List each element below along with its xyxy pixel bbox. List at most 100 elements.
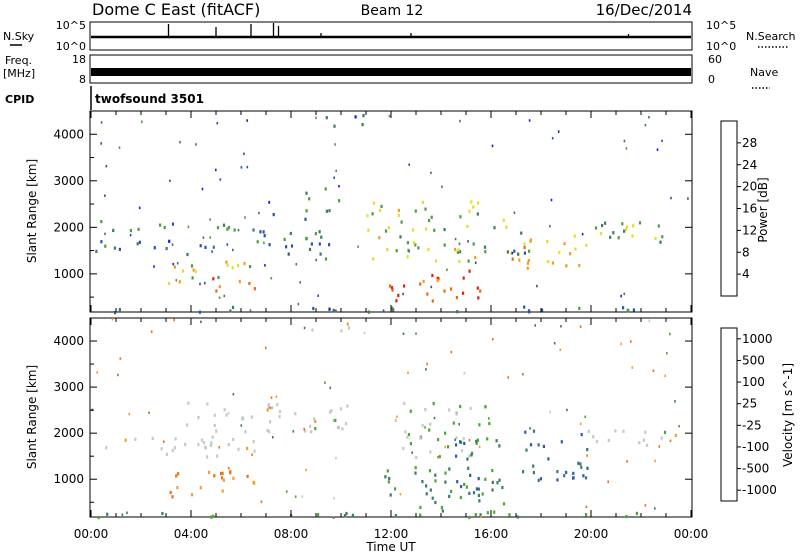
date-label: 16/Dec/2014 bbox=[596, 1, 692, 19]
data-cell bbox=[212, 514, 215, 518]
data-cell bbox=[632, 308, 635, 312]
noise-cell bbox=[299, 281, 301, 284]
noise-cell bbox=[202, 236, 205, 239]
data-cell bbox=[468, 515, 471, 520]
noise-cell bbox=[507, 376, 509, 379]
noise-cell bbox=[317, 294, 319, 297]
data-cell bbox=[437, 438, 440, 442]
data-cell bbox=[431, 496, 434, 500]
data-cell bbox=[311, 328, 314, 332]
noise-cell bbox=[187, 225, 190, 229]
data-cell bbox=[314, 232, 317, 236]
data-cell bbox=[334, 418, 337, 422]
data-cell bbox=[560, 440, 563, 444]
noise-cell bbox=[402, 332, 405, 335]
velocity-cells bbox=[91, 318, 680, 520]
noise-cell bbox=[579, 325, 582, 328]
data-cell bbox=[477, 493, 480, 498]
data-cell bbox=[565, 264, 568, 268]
data-cell bbox=[222, 223, 226, 227]
data-cell bbox=[438, 455, 441, 459]
data-cell bbox=[105, 446, 108, 450]
noise-cell bbox=[382, 309, 385, 312]
data-cell bbox=[386, 248, 389, 252]
noise-cell bbox=[586, 454, 588, 457]
data-cell bbox=[192, 268, 195, 272]
data-cell bbox=[486, 437, 489, 441]
data-cell bbox=[419, 436, 422, 440]
data-cell bbox=[491, 480, 494, 484]
noise-cell bbox=[315, 116, 317, 120]
data-cell bbox=[390, 286, 394, 290]
data-cell bbox=[478, 499, 481, 503]
noise-cell bbox=[141, 120, 143, 123]
data-cell bbox=[599, 232, 603, 236]
data-cell bbox=[243, 262, 246, 266]
data-cell bbox=[431, 299, 434, 303]
data-cell bbox=[483, 245, 487, 249]
noise-cell bbox=[96, 371, 98, 374]
data-cell bbox=[502, 218, 505, 222]
data-cell bbox=[310, 430, 313, 434]
data-cell bbox=[465, 485, 468, 489]
data-cell bbox=[604, 221, 607, 225]
noise-cell bbox=[303, 326, 306, 330]
noise-cell bbox=[450, 350, 453, 354]
data-cell bbox=[213, 413, 216, 417]
data-cell bbox=[621, 222, 624, 226]
data-cell bbox=[118, 247, 121, 251]
data-cell bbox=[186, 423, 189, 427]
data-cell bbox=[304, 429, 307, 433]
data-cell bbox=[474, 513, 477, 517]
data-cell bbox=[206, 455, 209, 459]
data-cell bbox=[580, 433, 583, 437]
data-cell bbox=[272, 213, 275, 217]
data-cell bbox=[479, 289, 482, 293]
data-cell bbox=[227, 443, 230, 447]
data-cell bbox=[404, 430, 407, 434]
x-axis-label: Time UT bbox=[365, 540, 416, 554]
noise-cell bbox=[209, 236, 211, 239]
data-cell bbox=[220, 476, 224, 480]
data-cell bbox=[432, 402, 435, 406]
data-cell bbox=[511, 257, 514, 261]
data-cell bbox=[456, 250, 459, 254]
data-cell bbox=[112, 228, 115, 232]
data-cell bbox=[459, 404, 462, 409]
data-cell bbox=[436, 276, 439, 280]
data-cell bbox=[197, 443, 200, 447]
data-cell bbox=[476, 286, 479, 290]
data-cell bbox=[389, 493, 392, 497]
data-cell bbox=[475, 441, 478, 445]
data-cell bbox=[332, 418, 335, 423]
data-cell bbox=[424, 408, 427, 412]
noise-cell bbox=[333, 496, 335, 500]
colorbar-tick-label: 28 bbox=[742, 136, 757, 150]
noise-cell bbox=[228, 466, 230, 470]
noise-cell bbox=[425, 368, 427, 371]
noise-cell bbox=[264, 346, 267, 350]
noise-cell bbox=[163, 440, 165, 443]
data-cell bbox=[325, 116, 328, 120]
data-cell bbox=[587, 429, 590, 433]
data-cell bbox=[429, 450, 432, 454]
data-cell bbox=[468, 269, 471, 273]
noise-cell bbox=[652, 369, 655, 372]
station-title: Dome C East (fitACF) bbox=[92, 0, 260, 19]
data-cell bbox=[199, 244, 202, 248]
noise-cell bbox=[620, 342, 622, 346]
noise-cell bbox=[285, 490, 288, 493]
data-cell bbox=[508, 513, 511, 517]
data-cell bbox=[437, 277, 440, 281]
data-cell bbox=[366, 214, 369, 218]
noise-cell bbox=[581, 232, 584, 236]
noise-cell bbox=[219, 178, 222, 181]
noise-cell bbox=[669, 439, 672, 443]
data-cell bbox=[551, 261, 554, 265]
data-cell bbox=[578, 306, 581, 310]
data-cell bbox=[136, 242, 139, 246]
data-cell bbox=[580, 465, 583, 469]
data-cell bbox=[522, 470, 525, 474]
data-cell bbox=[114, 311, 117, 315]
data-cell bbox=[161, 511, 164, 516]
